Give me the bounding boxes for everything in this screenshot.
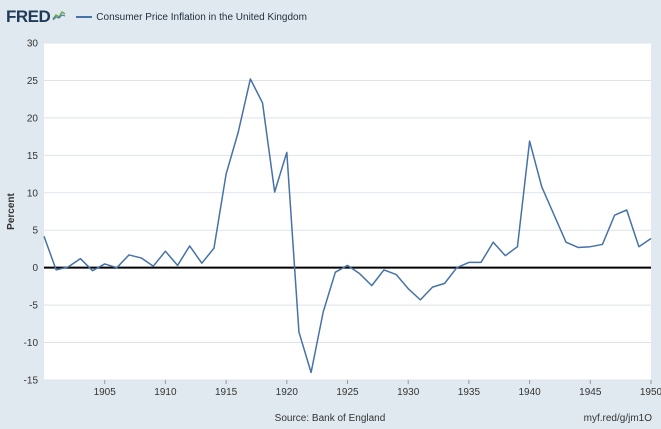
x-tick-label: 1935 [458,387,481,398]
x-tick-label: 1950 [640,387,661,398]
fred-logo[interactable]: FRED [6,7,51,26]
y-axis-title: Percent [6,192,17,229]
x-axis-ticks: 1905 1910 1915 1920 1925 1930 1935 1940 1945 1950 [94,380,661,398]
y-tick-label: 0 [32,263,38,274]
chart-line-icon [52,8,66,26]
y-axis-ticks: 30 25 20 15 10 5 0 -5 -10 -15 [24,39,39,387]
legend-swatch [76,16,93,18]
x-tick-label: 1925 [336,387,359,398]
y-tick-label: -5 [29,301,38,312]
x-tick-label: 1940 [518,387,541,398]
chart-legend: Consumer Price Inflation in the United K… [76,12,307,23]
y-tick-label: 25 [27,76,39,87]
y-tick-label: -10 [24,338,39,349]
y-tick-label: 20 [27,113,39,124]
series-line-cpi [43,78,652,374]
y-tick-label: -15 [24,376,39,387]
x-tick-label: 1905 [94,387,117,398]
x-tick-label: 1910 [154,387,177,398]
plot-area [44,43,651,380]
y-tick-label: 15 [27,151,39,162]
y-tick-label: 5 [32,226,38,237]
legend-label: Consumer Price Inflation in the United K… [96,11,307,23]
source-text: Source: Bank of England [275,413,386,424]
x-tick-label: 1915 [215,387,238,398]
fred-link[interactable]: myf.red/g/jm1O [584,413,653,424]
x-tick-label: 1920 [276,387,299,398]
y-tick-label: 10 [27,188,39,199]
chart-header: FRED Consumer Price Inflation in the Uni… [6,6,307,28]
y-tick-label: 30 [27,39,39,50]
x-tick-label: 1945 [579,387,602,398]
x-tick-label: 1930 [397,387,420,398]
